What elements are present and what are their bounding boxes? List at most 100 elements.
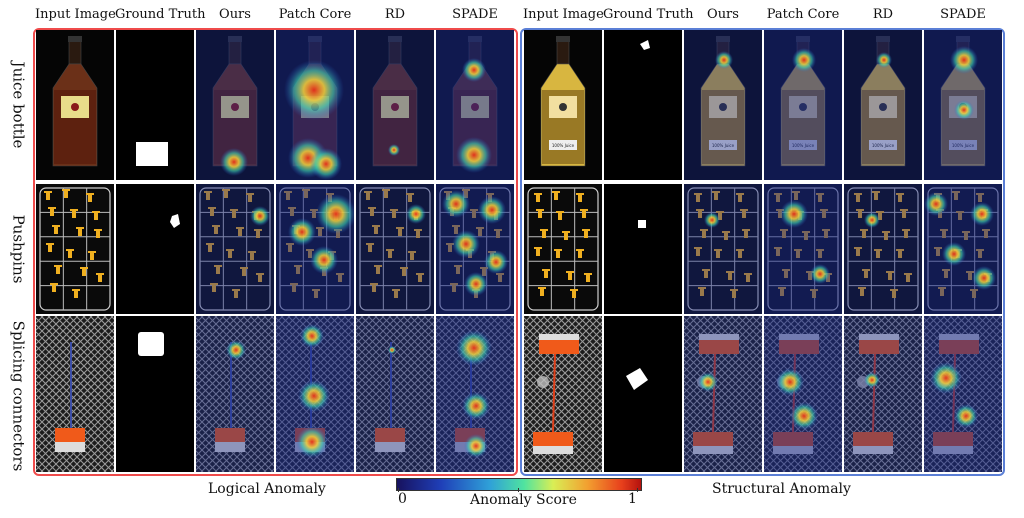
anomaly-score-colorbar bbox=[396, 478, 642, 491]
anomaly-hotspot bbox=[300, 324, 324, 348]
structural-pushpins-ours-image bbox=[684, 184, 762, 314]
bottle-label-text: 100% Juice bbox=[712, 143, 735, 148]
anomaly-hotspot bbox=[792, 48, 816, 72]
anomaly-hotspot bbox=[776, 368, 804, 396]
structural-splicing-connectors-spade-image bbox=[924, 316, 1002, 472]
structural-pushpins-patch-core-image bbox=[764, 184, 842, 314]
anomaly-hotspot bbox=[942, 242, 966, 266]
logical-pushpins-rd-image bbox=[356, 184, 434, 314]
logical-juice-bottle-ground-truth-image bbox=[116, 30, 194, 180]
column-header-ground-truth: Ground Truth bbox=[115, 7, 206, 22]
anomaly-hotspot bbox=[780, 200, 808, 228]
bottle-label-text: 100% Juice bbox=[552, 143, 575, 148]
colorbar-max-label: 1 bbox=[628, 491, 637, 507]
structural-pushpins-ground-truth-image bbox=[604, 184, 682, 314]
anomaly-hotspot bbox=[864, 372, 880, 388]
logical-splicing-connectors-ours-image bbox=[196, 316, 274, 472]
anomaly-hotspot bbox=[462, 392, 490, 420]
anomaly-hotspot bbox=[310, 246, 338, 274]
structural-splicing-connectors-input-image-image bbox=[524, 316, 602, 472]
column-header-patch-core: Patch Core bbox=[766, 7, 840, 22]
logical-anomaly-label: Logical Anomaly bbox=[208, 481, 326, 497]
structural-splicing-connectors-ours-image bbox=[684, 316, 762, 472]
anomaly-hotspot bbox=[954, 100, 974, 120]
ground-truth-mask bbox=[138, 332, 164, 356]
structural-juice-bottle-spade-image: 100% Juice bbox=[924, 30, 1002, 180]
anomaly-hotspot bbox=[310, 148, 342, 180]
anomaly-hotspot bbox=[288, 218, 316, 246]
logical-pushpins-patch-core-image bbox=[276, 184, 354, 314]
anomaly-hotspot bbox=[864, 212, 880, 228]
anomaly-hotspot bbox=[970, 202, 994, 226]
ground-truth-mask bbox=[136, 142, 168, 166]
colorbar-title: Anomaly Score bbox=[470, 492, 577, 508]
anomaly-hotspot bbox=[250, 206, 270, 226]
anomaly-hotspot bbox=[442, 190, 470, 218]
structural-splicing-connectors-rd-image bbox=[844, 316, 922, 472]
anomaly-hotspot bbox=[456, 330, 492, 366]
logical-pushpins-spade-image bbox=[436, 184, 514, 314]
colorbar-min-label: 0 bbox=[398, 491, 407, 507]
row-label-juice-bottle: Juice bottle bbox=[9, 61, 28, 149]
anomaly-hotspot bbox=[924, 192, 948, 216]
anomaly-hotspot bbox=[464, 272, 488, 296]
row-label-splicing-connectors: Splicing connectors bbox=[9, 320, 28, 472]
anomaly-hotspot bbox=[316, 194, 354, 234]
anomaly-hotspot bbox=[298, 380, 330, 412]
structural-juice-bottle-patch-core-image: 100% Juice bbox=[764, 30, 842, 180]
structural-anomaly-group bbox=[520, 28, 1005, 476]
structural-pushpins-rd-image bbox=[844, 184, 922, 314]
logical-juice-bottle-input-image-image bbox=[36, 30, 114, 180]
logical-pushpins-ours-image bbox=[196, 184, 274, 314]
row-label-pushpins: Pushpins bbox=[9, 214, 27, 284]
logical-anomaly-group bbox=[33, 28, 518, 476]
logical-juice-bottle-patch-core-image bbox=[276, 30, 354, 180]
structural-juice-bottle-input-image-image: 100% Juice bbox=[524, 30, 602, 180]
anomaly-hotspot bbox=[284, 60, 344, 120]
ground-truth-mask bbox=[170, 214, 180, 228]
ground-truth-mask bbox=[638, 220, 646, 228]
anomaly-hotspot bbox=[484, 250, 508, 274]
anomaly-hotspot bbox=[954, 404, 978, 428]
structural-juice-bottle-ours-image: 100% Juice bbox=[684, 30, 762, 180]
anomaly-hotspot bbox=[452, 230, 480, 258]
structural-juice-bottle-rd-image: 100% Juice bbox=[844, 30, 922, 180]
colorbar-tick bbox=[637, 488, 638, 492]
anomaly-hotspot bbox=[715, 51, 733, 69]
column-header-spade: SPADE bbox=[452, 7, 498, 22]
logical-juice-bottle-rd-image bbox=[356, 30, 434, 180]
ground-truth-mask bbox=[626, 368, 648, 390]
structural-splicing-connectors-patch-core-image bbox=[764, 316, 842, 472]
logical-splicing-connectors-input-image-image bbox=[36, 316, 114, 472]
column-header-ours: Ours bbox=[219, 7, 251, 22]
logical-splicing-connectors-spade-image bbox=[436, 316, 514, 472]
column-header-ground-truth: Ground Truth bbox=[603, 7, 694, 22]
column-header-spade: SPADE bbox=[940, 7, 986, 22]
anomaly-hotspot bbox=[930, 362, 962, 394]
anomaly-hotspot bbox=[456, 137, 492, 173]
anomaly-hotspot bbox=[790, 402, 818, 430]
anomaly-hotspot bbox=[296, 426, 328, 458]
logical-pushpins-ground-truth-image bbox=[116, 184, 194, 314]
bottle-label-text: 100% Juice bbox=[872, 143, 895, 148]
anomaly-hotspot bbox=[950, 46, 978, 74]
anomaly-hotspot bbox=[226, 340, 246, 360]
column-header-input-image: Input Image bbox=[523, 7, 604, 22]
anomaly-hotspot bbox=[704, 212, 720, 228]
anomaly-hotspot bbox=[698, 372, 718, 392]
logical-splicing-connectors-rd-image bbox=[356, 316, 434, 472]
anomaly-hotspot bbox=[388, 144, 400, 156]
anomaly-hotspot bbox=[388, 346, 396, 354]
anomaly-hotspot bbox=[972, 266, 996, 290]
structural-splicing-connectors-ground-truth-image bbox=[604, 316, 682, 472]
column-header-patch-core: Patch Core bbox=[278, 7, 352, 22]
column-header-input-image: Input Image bbox=[35, 7, 116, 22]
colorbar-tick bbox=[398, 488, 399, 492]
structural-anomaly-label: Structural Anomaly bbox=[712, 481, 851, 497]
column-header-rd: RD bbox=[384, 7, 406, 22]
logical-juice-bottle-ours-image bbox=[196, 30, 274, 180]
anomaly-hotspot bbox=[810, 264, 830, 284]
structural-pushpins-input-image-image bbox=[524, 184, 602, 314]
ground-truth-mask bbox=[640, 40, 650, 50]
logical-pushpins-input-image-image bbox=[36, 184, 114, 314]
